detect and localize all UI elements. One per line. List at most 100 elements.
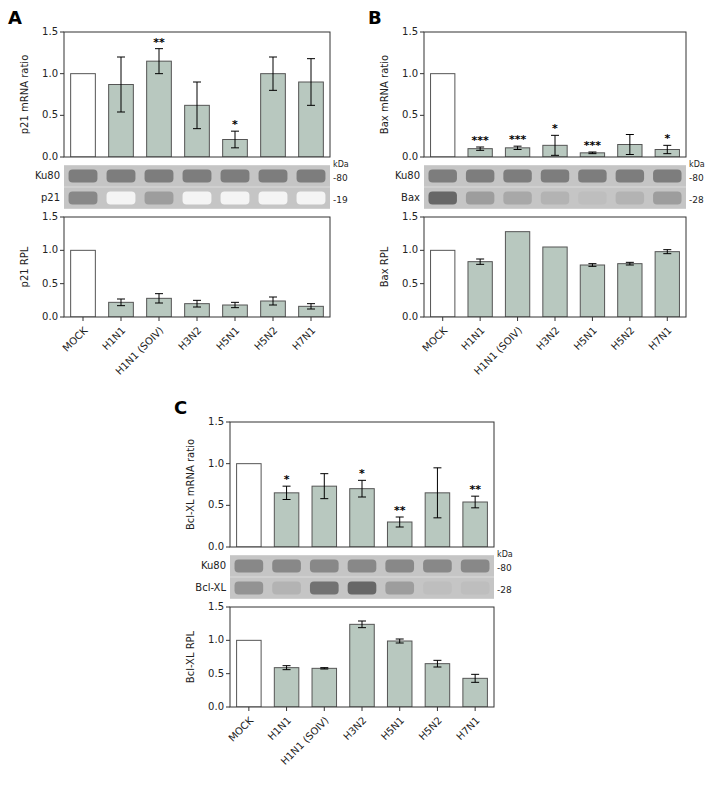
blot-band <box>466 169 494 182</box>
x-tick-label: H7N1 <box>290 325 317 352</box>
error-line <box>286 486 287 499</box>
y-tick <box>226 422 230 423</box>
bar <box>543 247 567 317</box>
error-cap <box>231 307 239 308</box>
blot: Ku80-80Bcl-XL-28kDa <box>195 550 512 599</box>
blot-band <box>428 191 456 204</box>
blot-band <box>272 581 301 594</box>
blot-size-label: -28 <box>689 195 704 205</box>
annotation: * <box>359 467 365 480</box>
error-bar <box>193 300 201 307</box>
blot-band <box>616 191 644 204</box>
blot-band <box>221 169 250 182</box>
plot-area <box>237 621 488 707</box>
panel-title: B <box>368 7 382 28</box>
blot-band <box>183 191 212 204</box>
blot-band <box>69 191 98 204</box>
error-cap <box>626 134 634 135</box>
blot-band <box>107 191 136 204</box>
error-bar <box>396 639 404 643</box>
annotation: ** <box>469 483 481 496</box>
blot-band <box>653 191 681 204</box>
annotation: *** <box>472 134 490 147</box>
error-cap <box>269 90 277 91</box>
bar <box>505 232 529 317</box>
error-line <box>235 302 236 307</box>
bar <box>147 61 172 157</box>
error-cap <box>155 303 163 304</box>
y-tick <box>226 607 230 608</box>
error-cap <box>471 682 479 683</box>
error-cap <box>307 303 315 304</box>
bar-chart: 0.00.51.01.5MOCKH1N1H1N1 (SOIV)H3N2H5N1H… <box>19 211 330 377</box>
blot-size-label: -28 <box>497 585 512 595</box>
x-tick <box>555 317 556 321</box>
y-tick-label: 0.0 <box>402 151 418 162</box>
y-tick <box>420 73 424 74</box>
y-tick <box>226 673 230 674</box>
error-bar <box>471 674 479 682</box>
y-tick-label: 1.0 <box>208 634 224 645</box>
error-line <box>480 259 481 264</box>
error-cap <box>588 266 596 267</box>
y-tick-label: 0.0 <box>208 701 224 712</box>
error-line <box>399 639 400 643</box>
y-tick <box>420 217 424 218</box>
blot-band <box>466 191 494 204</box>
y-tick-label: 1.0 <box>402 244 418 255</box>
bar-chart: 0.00.51.01.5***p21 mRNA ratioA <box>8 7 330 162</box>
error-cap <box>193 82 201 83</box>
error-bar <box>663 250 671 254</box>
bar-chart: 0.00.51.01.5MOCKH1N1H1N1 (SOIV)H3N2H5N1H… <box>379 211 686 377</box>
y-axis-label: Bcl-XL mRNA ratio <box>185 439 196 530</box>
x-tick-label: H5N2 <box>417 715 444 742</box>
x-tick <box>480 317 481 321</box>
error-cap <box>358 621 366 622</box>
error-line <box>159 49 160 74</box>
x-tick <box>629 317 630 321</box>
error-line <box>197 82 198 129</box>
error-cap <box>231 147 239 148</box>
y-tick-label: 0.0 <box>402 311 418 322</box>
y-tick-label: 0.5 <box>208 499 224 510</box>
x-tick-label: H7N1 <box>646 325 673 352</box>
y-tick-label: 0.5 <box>208 668 224 679</box>
error-cap <box>551 155 559 156</box>
error-cap <box>476 150 484 151</box>
y-tick-label: 1.0 <box>208 458 224 469</box>
blot-band <box>235 581 264 594</box>
x-tick-label: H5N1 <box>379 715 406 742</box>
x-tick-label: H1N1 (SOIV) <box>472 325 524 377</box>
error-bar <box>155 294 163 303</box>
y-tick-label: 1.5 <box>42 26 58 37</box>
error-line <box>235 131 236 148</box>
annotation: *** <box>509 133 527 146</box>
x-tick-label: H7N1 <box>454 715 481 742</box>
bar <box>237 640 262 707</box>
x-tick <box>362 707 363 711</box>
error-bar <box>476 147 484 150</box>
y-tick <box>60 115 64 116</box>
error-bar <box>307 59 315 106</box>
error-cap <box>117 299 125 300</box>
blot-band <box>653 169 681 182</box>
y-tick <box>420 32 424 33</box>
y-tick-label: 0.5 <box>402 278 418 289</box>
y-tick <box>420 283 424 284</box>
x-tick <box>311 317 312 321</box>
blot-band <box>578 169 606 182</box>
error-cap <box>476 259 484 260</box>
error-cap <box>396 643 404 644</box>
blot-band <box>616 169 644 182</box>
y-axis-label: p21 RPL <box>19 246 30 287</box>
error-cap <box>433 467 441 468</box>
figure: 0.00.51.01.5***p21 mRNA ratioAKu80-80p21… <box>0 0 722 793</box>
blot-size-label: -80 <box>689 173 704 183</box>
blot-band <box>428 169 456 182</box>
error-cap <box>433 667 441 668</box>
frame <box>64 32 330 157</box>
bar <box>350 489 375 547</box>
blot-row <box>424 188 686 208</box>
bar <box>350 624 375 707</box>
bar <box>505 148 529 157</box>
